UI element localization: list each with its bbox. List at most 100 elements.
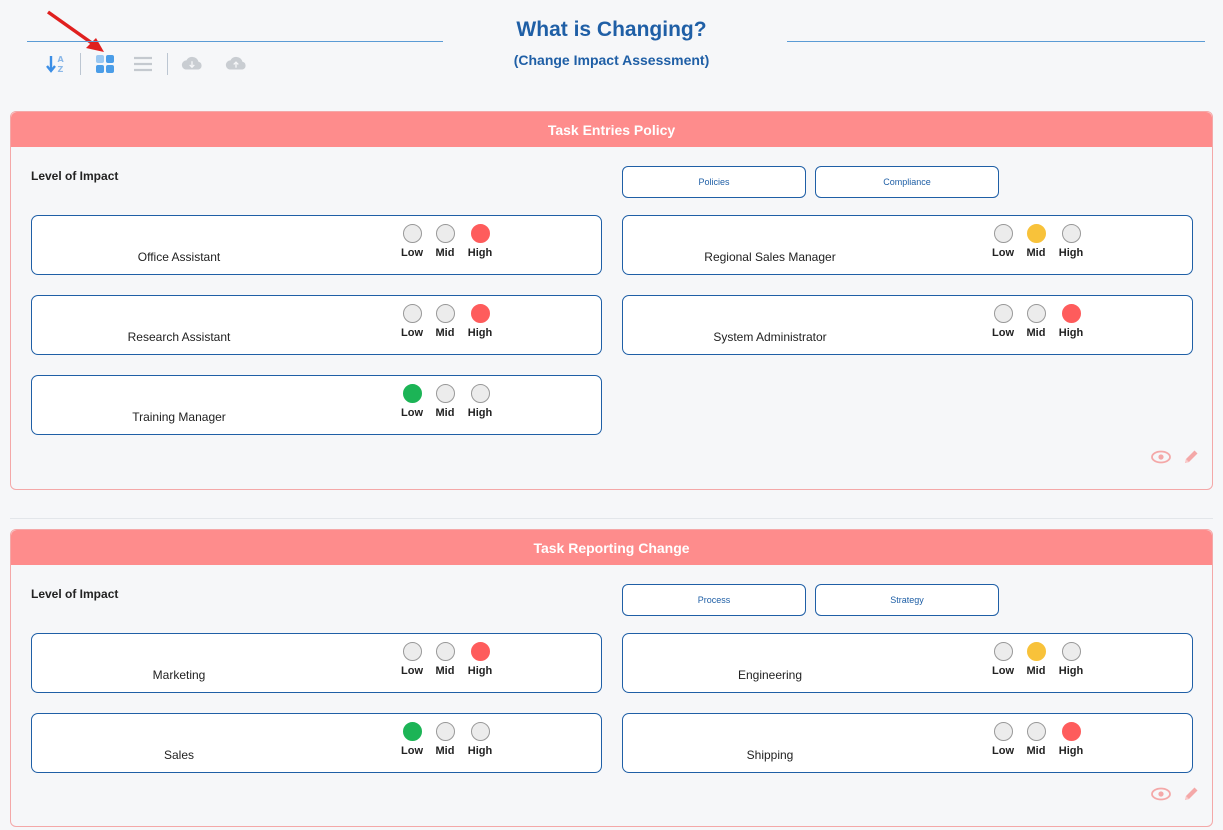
view-eye-icon[interactable]	[1150, 783, 1172, 805]
level-mid-label: Mid	[435, 407, 455, 419]
level-low-radio[interactable]	[402, 304, 422, 323]
level-mid-radio[interactable]	[1026, 642, 1046, 661]
level-mid-label: Mid	[1026, 665, 1046, 677]
level-high-radio[interactable]	[470, 224, 490, 243]
edit-pencil-icon[interactable]	[1180, 783, 1202, 805]
card-actions	[1150, 446, 1202, 468]
impact-card: Task Entries Policy Level of Impact Polici…	[10, 111, 1213, 490]
tag-button[interactable]: Compliance	[815, 166, 999, 198]
level-high-label: High	[467, 665, 493, 677]
level-high-radio[interactable]	[1061, 722, 1081, 741]
level-low: Low	[986, 722, 1020, 757]
tag-button[interactable]: Process	[622, 584, 806, 616]
level-high-radio[interactable]	[1061, 642, 1081, 661]
level-low: Low	[986, 304, 1020, 339]
level-mid-label: Mid	[435, 745, 455, 757]
impact-card: Task Reporting Change Level of Impact Proc…	[10, 529, 1213, 827]
list-view-icon[interactable]	[131, 52, 155, 76]
section-divider	[10, 518, 1213, 519]
level-mid: Mid	[428, 224, 462, 259]
level-low: Low	[395, 224, 429, 259]
level-high-radio[interactable]	[470, 642, 490, 661]
level-high-radio[interactable]	[1061, 224, 1081, 243]
level-high: High	[463, 304, 497, 339]
item-name: Office Assistant	[137, 250, 221, 264]
level-low: Low	[986, 642, 1020, 677]
level-high: High	[463, 384, 497, 419]
impact-item: Training Manager Low Mid High	[31, 375, 602, 435]
level-high-label: High	[467, 327, 493, 339]
card-title: Task Reporting Change	[11, 530, 1212, 565]
level-mid: Mid	[428, 722, 462, 757]
svg-text:A: A	[58, 55, 65, 64]
level-high: High	[463, 224, 497, 259]
level-low-radio[interactable]	[993, 224, 1013, 243]
cloud-download-icon[interactable]	[180, 52, 204, 76]
impact-item: Engineering Low Mid High	[622, 633, 1193, 693]
item-name: Regional Sales Manager	[704, 250, 836, 264]
item-name: System Administrator	[713, 330, 827, 344]
level-high-label: High	[467, 745, 493, 757]
item-name: Training Manager	[132, 410, 226, 424]
view-eye-icon[interactable]	[1150, 446, 1172, 468]
level-low-label: Low	[992, 745, 1014, 757]
level-mid-label: Mid	[435, 665, 455, 677]
level-high-label: High	[467, 247, 493, 259]
level-mid-radio[interactable]	[1026, 722, 1046, 741]
level-mid-radio[interactable]	[435, 384, 455, 403]
level-mid: Mid	[428, 642, 462, 677]
level-mid-radio[interactable]	[1026, 224, 1046, 243]
level-high: High	[1054, 642, 1088, 677]
level-low-radio[interactable]	[402, 224, 422, 243]
impact-item: Regional Sales Manager Low Mid High	[622, 215, 1193, 275]
level-mid-radio[interactable]	[435, 642, 455, 661]
card-actions	[1150, 783, 1202, 805]
grid-view-icon[interactable]	[93, 52, 117, 76]
level-mid-radio[interactable]	[435, 722, 455, 741]
level-mid-label: Mid	[1026, 745, 1046, 757]
item-name: Marketing	[152, 668, 206, 682]
level-mid-radio[interactable]	[1026, 304, 1046, 323]
level-low-radio[interactable]	[993, 642, 1013, 661]
tag-button[interactable]: Strategy	[815, 584, 999, 616]
level-low-radio[interactable]	[402, 642, 422, 661]
level-mid: Mid	[428, 384, 462, 419]
level-mid-radio[interactable]	[435, 224, 455, 243]
impact-item: Research Assistant Low Mid High	[31, 295, 602, 355]
level-mid-radio[interactable]	[435, 304, 455, 323]
impact-item: Shipping Low Mid High	[622, 713, 1193, 773]
level-low-radio[interactable]	[993, 304, 1013, 323]
level-high-radio[interactable]	[470, 384, 490, 403]
header-line-right	[787, 41, 1205, 42]
impact-item: Marketing Low Mid High	[31, 633, 602, 693]
level-mid: Mid	[1019, 642, 1053, 677]
toolbar-separator	[80, 53, 81, 75]
toolbar: A Z	[44, 52, 248, 76]
edit-pencil-icon[interactable]	[1180, 446, 1202, 468]
level-low-label: Low	[401, 327, 423, 339]
item-name: Engineering	[737, 668, 803, 682]
level-low: Low	[395, 384, 429, 419]
level-high-radio[interactable]	[1061, 304, 1081, 323]
level-high: High	[1054, 224, 1088, 259]
level-low-radio[interactable]	[402, 384, 422, 403]
sort-az-icon[interactable]: A Z	[44, 52, 68, 76]
level-low-label: Low	[401, 407, 423, 419]
cloud-upload-icon[interactable]	[224, 52, 248, 76]
level-low-radio[interactable]	[402, 722, 422, 741]
level-high-radio[interactable]	[470, 304, 490, 323]
tag-button[interactable]: Policies	[622, 166, 806, 198]
level-mid-label: Mid	[1026, 327, 1046, 339]
level-low-radio[interactable]	[993, 722, 1013, 741]
level-mid: Mid	[1019, 722, 1053, 757]
impact-item: System Administrator Low Mid High	[622, 295, 1193, 355]
level-high-label: High	[1058, 665, 1084, 677]
level-low-label: Low	[401, 665, 423, 677]
level-high: High	[1054, 304, 1088, 339]
impact-item: Sales Low Mid High	[31, 713, 602, 773]
level-high-label: High	[1058, 745, 1084, 757]
level-high-radio[interactable]	[470, 722, 490, 741]
level-low-label: Low	[992, 247, 1014, 259]
level-mid-label: Mid	[435, 247, 455, 259]
level-low-label: Low	[992, 327, 1014, 339]
